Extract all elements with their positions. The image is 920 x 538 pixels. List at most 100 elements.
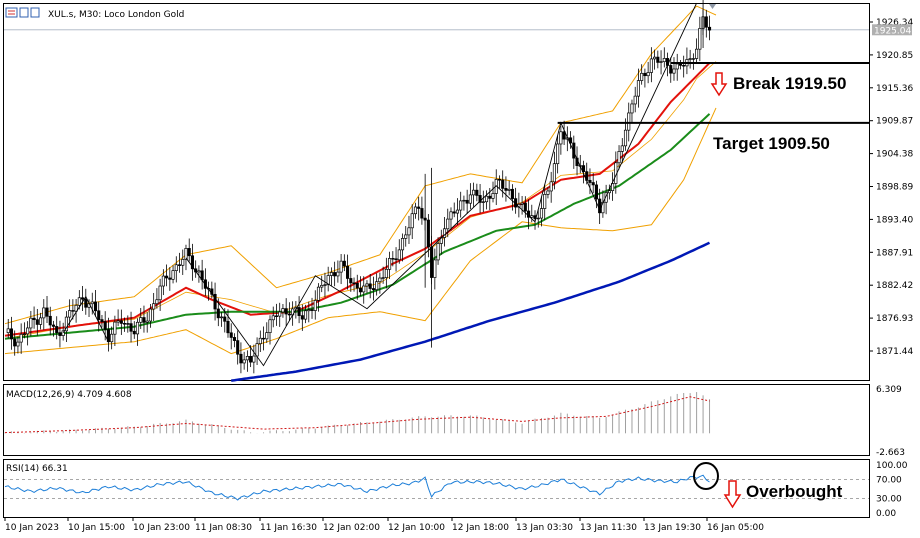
candle-body <box>620 145 624 152</box>
time-tick-label: 12 Jan 02:00 <box>323 523 380 533</box>
zigzag-line <box>62 295 109 342</box>
candle-body <box>268 319 272 334</box>
candle-body <box>659 61 663 63</box>
price-tick-label: 1893.40 <box>876 215 913 225</box>
price-tick-label: 1871.44 <box>876 347 913 357</box>
candle-body <box>329 272 333 276</box>
candle-body <box>417 206 421 209</box>
rsi-line <box>4 474 710 501</box>
candle-body <box>594 184 598 200</box>
candle-body <box>352 282 356 285</box>
candle-body <box>132 330 136 335</box>
chart-type-icon[interactable] <box>19 7 29 18</box>
candle-body <box>617 151 621 164</box>
candle-body <box>110 333 114 343</box>
candle-body <box>42 307 46 319</box>
overbought-circle <box>693 462 719 490</box>
candle-body <box>462 199 466 202</box>
candle-body <box>362 285 366 293</box>
rsi-tick-label: 30.00 <box>876 495 902 505</box>
candle-body <box>323 284 327 286</box>
bollinger-bands <box>4 5 717 355</box>
candle-body <box>77 297 81 306</box>
candle-body <box>258 337 262 345</box>
candle-body <box>552 163 556 183</box>
candle-body <box>591 182 595 186</box>
candle-body <box>84 298 88 308</box>
macd-pane: 6.309 -2.663 <box>4 385 905 458</box>
candle-body <box>32 317 36 321</box>
candle-body <box>333 272 337 277</box>
candle-body <box>242 359 246 364</box>
candle-body <box>394 258 398 261</box>
time-tick-label: 13 Jan 11:30 <box>580 523 637 533</box>
candle-body <box>611 183 615 191</box>
candle-body <box>678 63 683 66</box>
candle-body <box>698 28 702 50</box>
candle-body <box>6 328 10 334</box>
main-pane-frame <box>3 3 870 381</box>
candle-body <box>472 189 476 196</box>
candle-body <box>310 309 314 311</box>
candle-body <box>313 300 317 311</box>
candle-body <box>688 58 692 60</box>
candle-body <box>388 258 392 270</box>
candle-body <box>378 277 382 283</box>
candle-body <box>349 278 353 284</box>
candle-body <box>400 238 405 251</box>
time-tick-label: 12 Jan 18:00 <box>452 523 509 533</box>
candle-body <box>691 58 695 60</box>
rsi-pane: 100.00 70.00 30.00 0.00 <box>4 461 908 519</box>
target-annotation: Target 1909.50 <box>713 134 830 153</box>
time-tick-label: 11 Jan 16:30 <box>260 523 317 533</box>
candle-body <box>74 304 78 312</box>
bollinger-mid-line <box>4 61 717 340</box>
candle-body <box>255 343 259 357</box>
candle-body <box>581 165 586 172</box>
break-down-arrow-icon <box>710 72 728 97</box>
menu-icon[interactable] <box>5 7 18 18</box>
candle-body <box>446 218 450 230</box>
candle-body <box>682 65 686 67</box>
candle-body <box>155 299 159 305</box>
candle-body <box>375 281 379 291</box>
candle-body <box>213 293 217 310</box>
candle-body <box>465 199 469 204</box>
candle-body <box>97 310 101 320</box>
candle-body <box>646 72 650 77</box>
trend-lines <box>62 2 698 367</box>
candle-body <box>55 326 59 333</box>
candle-body <box>232 337 237 341</box>
candle-body <box>29 317 33 329</box>
moving-average-line <box>231 241 711 382</box>
candle-body <box>287 313 291 316</box>
candle-body <box>48 315 52 326</box>
candle-body <box>523 202 527 212</box>
candle-body <box>368 283 372 289</box>
candle-body <box>71 310 75 312</box>
candle-body <box>675 63 679 70</box>
candle-body <box>300 315 304 320</box>
candle-body <box>384 268 388 279</box>
candle-body <box>407 227 411 236</box>
candle-body <box>491 193 495 199</box>
price-tick-label: 1904.38 <box>876 150 913 160</box>
candle-body <box>51 324 56 327</box>
candle-body <box>16 341 20 347</box>
rsi-label: RSI(14) 66.31 <box>6 464 68 474</box>
candle-body <box>304 310 308 320</box>
candle-body <box>562 131 566 140</box>
time-tick-label: 13 Jan 19:30 <box>644 523 701 533</box>
time-tick-label: 10 Jan 2023 <box>5 523 59 533</box>
overbought-annotation: Overbought <box>746 482 843 501</box>
candle-body <box>636 80 640 97</box>
candle-body <box>481 201 485 203</box>
candle-body <box>530 215 534 218</box>
candle-body <box>316 286 321 301</box>
chart-type-icon[interactable] <box>30 7 40 18</box>
candle-body <box>656 56 660 63</box>
header-icons[interactable] <box>5 7 40 18</box>
candle-body <box>93 301 98 312</box>
candle-body <box>229 332 233 338</box>
candle-body <box>103 321 107 330</box>
